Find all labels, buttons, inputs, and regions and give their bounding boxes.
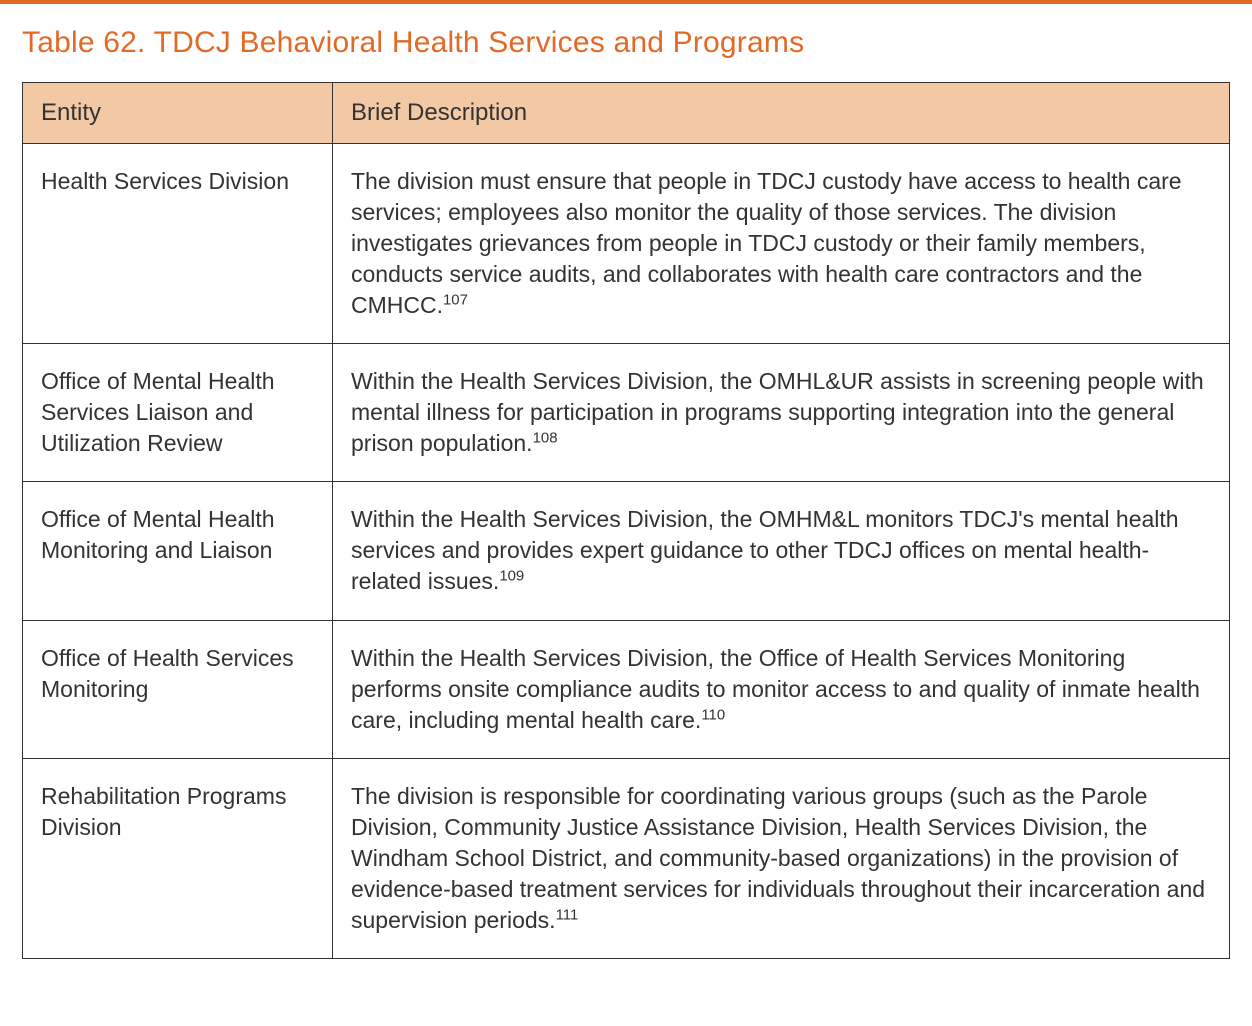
description-text: The division is responsible for coordina… xyxy=(351,783,1205,933)
cell-description: The division must ensure that people in … xyxy=(333,144,1230,344)
cell-entity: Office of Mental Health Services Liaison… xyxy=(23,344,333,482)
cell-description: The division is responsible for coordina… xyxy=(333,758,1230,958)
document-container: Table 62. TDCJ Behavioral Health Service… xyxy=(0,0,1252,959)
table-row: Health Services DivisionThe division mus… xyxy=(23,144,1230,344)
table-row: Rehabilitation Programs DivisionThe divi… xyxy=(23,758,1230,958)
table-title: Table 62. TDCJ Behavioral Health Service… xyxy=(0,4,1252,82)
cell-description: Within the Health Services Division, the… xyxy=(333,620,1230,758)
footnote-ref: 109 xyxy=(499,568,524,585)
description-text: Within the Health Services Division, the… xyxy=(351,368,1204,456)
cell-entity: Office of Mental Health Monitoring and L… xyxy=(23,482,333,620)
column-header-entity: Entity xyxy=(23,83,333,144)
description-text: The division must ensure that people in … xyxy=(351,168,1182,318)
cell-entity: Office of Health Services Monitoring xyxy=(23,620,333,758)
footnote-ref: 107 xyxy=(443,292,468,309)
table-row: Office of Mental Health Services Liaison… xyxy=(23,344,1230,482)
table-body: Health Services DivisionThe division mus… xyxy=(23,144,1230,959)
footnote-ref: 110 xyxy=(701,706,725,723)
cell-entity: Rehabilitation Programs Division xyxy=(23,758,333,958)
table-row: Office of Health Services MonitoringWith… xyxy=(23,620,1230,758)
cell-description: Within the Health Services Division, the… xyxy=(333,482,1230,620)
table-header-row: Entity Brief Description xyxy=(23,83,1230,144)
footnote-ref: 108 xyxy=(533,430,558,447)
cell-description: Within the Health Services Division, the… xyxy=(333,344,1230,482)
data-table: Entity Brief Description Health Services… xyxy=(22,82,1230,959)
footnote-ref: 111 xyxy=(556,906,579,923)
column-header-description: Brief Description xyxy=(333,83,1230,144)
description-text: Within the Health Services Division, the… xyxy=(351,506,1179,594)
description-text: Within the Health Services Division, the… xyxy=(351,645,1200,733)
table-row: Office of Mental Health Monitoring and L… xyxy=(23,482,1230,620)
cell-entity: Health Services Division xyxy=(23,144,333,344)
